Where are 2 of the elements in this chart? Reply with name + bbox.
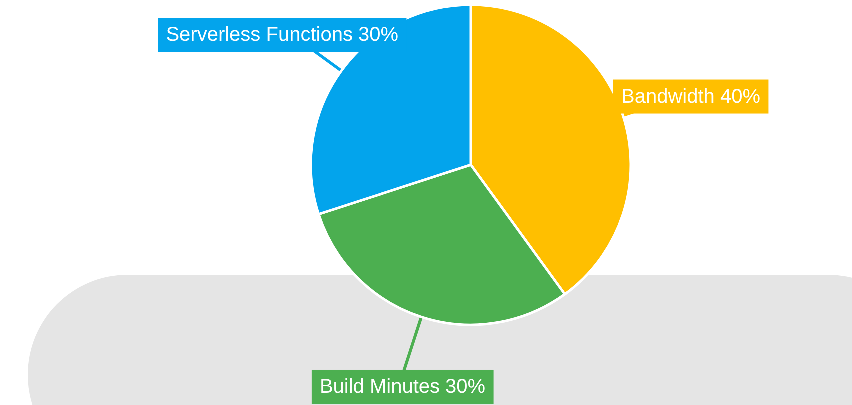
- slice-label: Build Minutes 30%: [320, 376, 486, 398]
- slice-label: Serverless Functions 30%: [166, 24, 399, 46]
